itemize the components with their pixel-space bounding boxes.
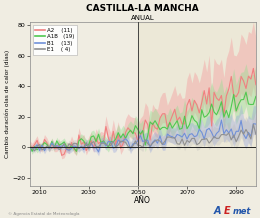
Text: E: E [224,206,231,216]
Bar [138,22,256,186]
Legend: A2    (11), A1B   (19), B1    (13), E1    ( 4): A2 (11), A1B (19), B1 (13), E1 ( 4) [32,25,77,55]
Text: A: A [213,206,221,216]
Title: CASTILLA-LA MANCHA: CASTILLA-LA MANCHA [86,4,199,13]
Y-axis label: Cambio duración olas de calor (días): Cambio duración olas de calor (días) [4,50,10,158]
Text: ANUAL: ANUAL [131,15,155,21]
Text: © Agencia Estatal de Meteorología: © Agencia Estatal de Meteorología [8,212,79,216]
Text: met: met [233,207,251,216]
X-axis label: AÑO: AÑO [134,196,151,205]
